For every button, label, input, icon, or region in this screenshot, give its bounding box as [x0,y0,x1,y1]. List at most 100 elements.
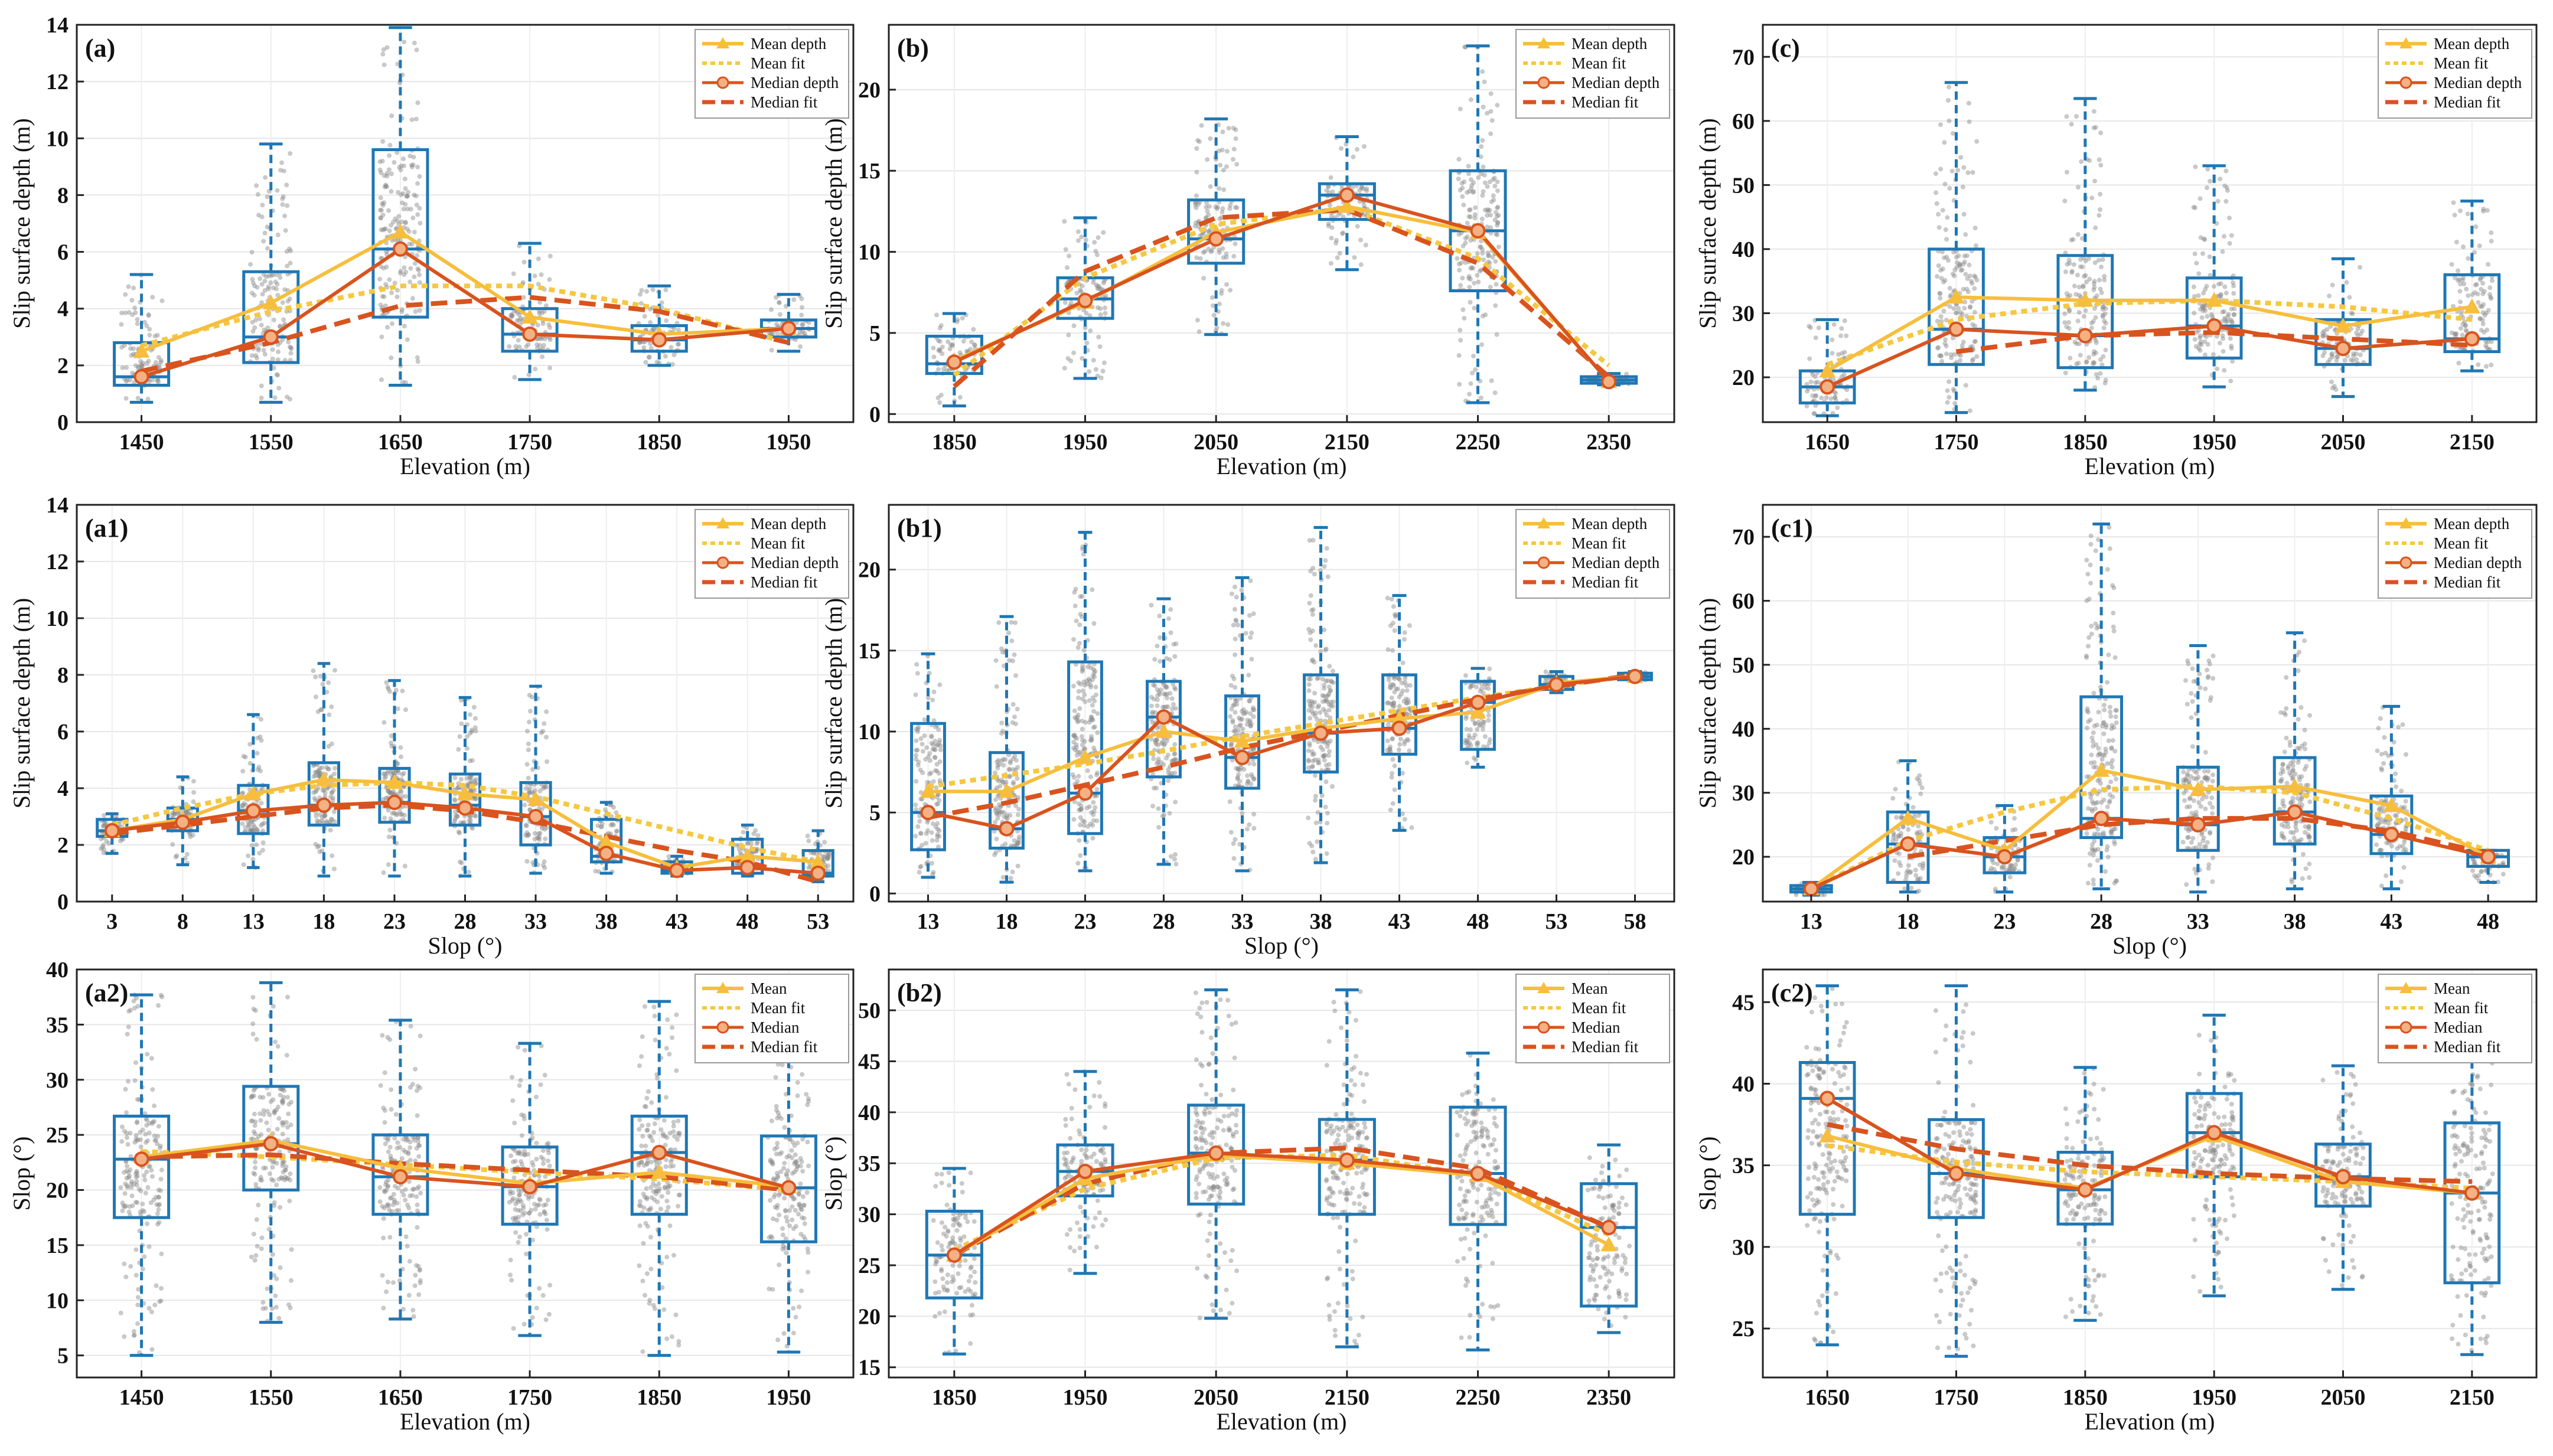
data-point [1319,793,1325,798]
median-marker [1601,374,1617,390]
data-point [311,774,317,779]
data-point [961,339,966,344]
data-point [1322,683,1326,688]
data-point [524,762,530,767]
data-point [402,812,407,818]
data-point [1400,811,1405,817]
data-point [1947,286,1952,291]
data-point [124,365,129,370]
data-point [1310,850,1316,854]
data-point [2094,293,2099,298]
data-point [1168,607,1173,612]
data-point [1228,830,1234,835]
data-point [769,331,774,337]
data-point [2457,277,2462,282]
data-point [1487,737,1492,742]
data-point [2347,295,2352,300]
data-point [456,830,461,834]
data-point [119,345,125,350]
data-point [941,367,946,372]
median-marker [522,326,538,342]
data-point [1483,312,1488,318]
legend-label: Median depth [751,74,839,92]
data-point [1492,184,1498,189]
data-point [918,831,924,836]
data-point [1939,358,1945,364]
ytick-label: 0 [57,410,69,435]
data-point [2209,312,2214,317]
data-point [467,712,472,717]
data-point [252,283,257,289]
data-point [1487,666,1492,671]
legend-marker [1537,76,1550,89]
data-point [1155,697,1160,703]
data-point [1066,332,1071,338]
data-point [1339,146,1344,151]
data-point [250,277,255,282]
data-point [400,191,406,196]
data-point [1391,604,1396,609]
data-point [2197,196,2203,201]
data-point [537,335,543,340]
legend-label: Mean fit [1571,54,1626,72]
data-point [272,395,278,400]
data-point [929,830,934,835]
data-point [960,315,965,321]
data-point [147,327,152,332]
ytick-label: 20 [1732,365,1755,390]
data-point [1195,138,1201,143]
data-point [1016,834,1022,840]
data-point [382,227,387,231]
data-point [1195,318,1200,323]
data-point [1077,706,1083,711]
data-point [1155,703,1160,709]
data-point [2483,364,2489,369]
data-point [271,317,276,322]
data-point [1312,572,1317,577]
data-point [380,227,386,233]
data-point [378,215,383,220]
ytick-label: 60 [1732,109,1755,134]
data-point [1227,799,1233,804]
data-point [1172,751,1178,756]
data-point [411,155,416,160]
data-point [1098,312,1103,317]
data-point [1233,837,1238,842]
data-point [1001,779,1006,785]
data-point [1486,713,1491,718]
data-point [122,343,127,348]
data-point [281,317,286,322]
data-point [1307,743,1312,748]
data-point [524,344,529,350]
data-point [1015,863,1020,869]
data-point [2452,213,2457,218]
data-point [377,276,382,282]
data-point [1165,752,1170,758]
data-point [407,241,412,246]
data-point [1233,652,1238,657]
data-point [2076,360,2081,365]
data-point [386,167,392,172]
xtick-label: 1550 [249,430,294,455]
data-point [1080,737,1085,743]
data-point [1385,700,1391,705]
data-point [1095,305,1100,310]
data-point [2091,109,2096,114]
data-point [240,769,246,774]
data-point [256,348,261,353]
data-point [753,828,758,833]
data-point [1938,267,1944,273]
data-point [2329,379,2334,384]
data-point [270,347,275,352]
median-line [927,674,1635,831]
data-point [102,812,107,818]
mean-line [141,230,789,353]
data-point [415,355,420,360]
data-point [1974,354,1980,359]
data-point [402,177,407,181]
data-point [1233,724,1238,729]
data-point [1306,626,1312,632]
data-point [928,758,933,763]
data-point [1946,98,1951,103]
